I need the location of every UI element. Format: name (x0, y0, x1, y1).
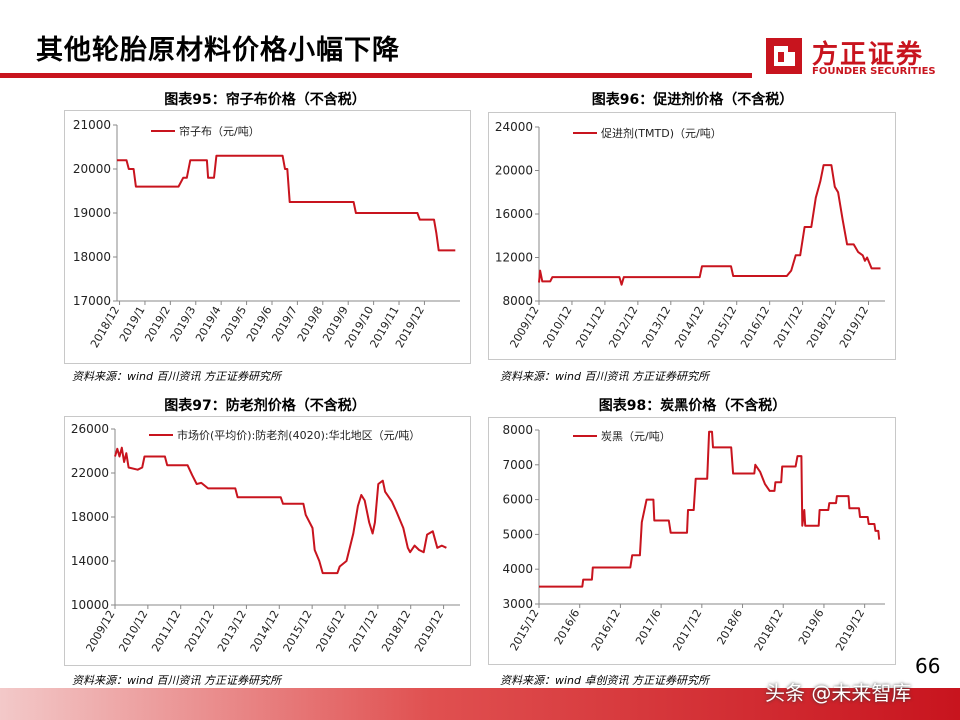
x-tick-label: 2012/12 (182, 608, 216, 654)
x-tick-label: 2018/12 (379, 608, 413, 654)
y-tick-label: 21000 (73, 118, 111, 132)
x-tick-label: 2018/12 (88, 304, 122, 350)
chart-source-accelerator: 资料来源：wind 百川资讯 方正证券研究所 (500, 370, 709, 383)
y-tick-label: 16000 (495, 207, 533, 221)
x-tick-label: 2019/12 (833, 607, 867, 653)
series-line (114, 446, 447, 575)
series-line (539, 430, 881, 588)
x-tick-label: 2016/12 (589, 607, 623, 653)
chart-source-antioxidant: 资料来源：wind 百川资讯 方正证券研究所 (72, 674, 281, 687)
y-tick-label: 7000 (502, 458, 533, 472)
x-tick-label: 2014/12 (672, 304, 706, 350)
watermark: 头条 @未来智库 (765, 681, 912, 705)
chart-title-accelerator: 图表96：促进剂价格（不含税） (591, 92, 794, 108)
series-line (538, 164, 881, 286)
chart-panel-carbon-black: 3000 4000 5000 6000 7000 8000 2015/12 2016/6 201… (488, 417, 896, 665)
page-title: 其他轮胎原材料价格小幅下降 (36, 35, 400, 66)
legend-label: 促进剂(TMTD)（元/吨） (601, 126, 722, 140)
footer-bar (0, 688, 960, 720)
y-tick-label: 22000 (71, 466, 109, 480)
x-tick-label: 2009/12 (507, 304, 541, 350)
x-tick-label: 2011/12 (573, 304, 607, 350)
chart-panel-accelerator: 8000 12000 16000 20000 24000 2009/12 2010/12 20… (488, 112, 896, 360)
x-tick-label: 2015/12 (507, 607, 541, 653)
y-tick-label: 18000 (73, 250, 111, 264)
y-tick-label: 17000 (73, 294, 111, 308)
title-divider (0, 73, 752, 78)
legend-label: 市场价(平均价):防老剂(4020):华北地区（元/吨） (177, 428, 420, 442)
y-tick-label: 3000 (502, 597, 533, 611)
x-tick-label: 2010/12 (540, 304, 574, 350)
x-tick-label: 2016/6 (552, 607, 583, 647)
x-tick-label: 2016/12 (738, 304, 772, 350)
series-line (117, 154, 456, 252)
y-tick-label: 6000 (502, 493, 533, 507)
x-tick-label: 2018/6 (715, 607, 746, 647)
x-tick-label: 2019/6 (796, 607, 827, 647)
x-tick-label: 2011/12 (149, 608, 183, 654)
accelerator-price-chart: 8000120001600020000240002009/122010/1220… (495, 120, 885, 350)
logo-text: 方正证券 (812, 40, 925, 70)
x-tick-label: 2013/12 (215, 608, 249, 654)
y-tick-label: 26000 (71, 422, 109, 436)
y-tick-label: 12000 (495, 251, 533, 265)
y-tick-label: 14000 (71, 554, 109, 568)
chart-source-cord-fabric: 资料来源：wind 百川资讯 方正证券研究所 (72, 370, 281, 383)
x-tick-label: 2019/12 (837, 304, 871, 350)
y-tick-label: 20000 (73, 162, 111, 176)
page-number: 66 (915, 654, 941, 678)
chart-panel-antioxidant: 10000 14000 18000 22000 26000 2009/12 2010/12 2… (64, 416, 471, 666)
legend-label: 帘子布（元/吨） (179, 124, 260, 138)
x-tick-label: 2013/12 (639, 304, 673, 350)
x-tick-label: 2016/12 (313, 608, 347, 654)
y-tick-label: 5000 (502, 527, 533, 541)
y-tick-label: 8000 (502, 423, 533, 437)
x-tick-label: 2018/12 (804, 304, 838, 350)
logo-subtext: FOUNDER SECURITIES (812, 66, 936, 77)
x-tick-label: 2019/12 (412, 608, 446, 654)
y-tick-label: 10000 (71, 598, 109, 612)
chart-source-carbon-black: 资料来源：wind 卓创资讯 方正证券研究所 (500, 674, 709, 687)
antioxidant-price-chart: 10000140001800022000260002009/122010/122… (71, 422, 460, 654)
y-tick-label: 18000 (71, 510, 109, 524)
x-tick-label: 2017/12 (670, 607, 704, 653)
cord-fabric-price-chart: 17000180001900020000210002018/122019/120… (73, 118, 460, 350)
x-tick-label: 2014/12 (248, 608, 282, 654)
chart-title-carbon-black: 图表98：炭黑价格（不含税） (598, 398, 787, 414)
chart-panel-cord-fabric: 17000 18000 19000 20000 21000 2018/12 2019/1 20… (64, 110, 471, 364)
x-tick-label: 2017/12 (346, 608, 380, 654)
y-tick-label: 4000 (502, 562, 533, 576)
y-tick-label: 19000 (73, 206, 111, 220)
founder-logo-icon (766, 38, 802, 74)
y-tick-label: 24000 (495, 120, 533, 134)
x-tick-label: 2012/12 (606, 304, 640, 350)
x-tick-label: 2015/12 (281, 608, 315, 654)
x-tick-label: 2017/6 (633, 607, 664, 647)
x-tick-label: 2009/12 (83, 608, 117, 654)
chart-title-antioxidant: 图表97：防老剂价格（不含税） (164, 398, 366, 414)
x-tick-label: 2018/12 (752, 607, 786, 653)
y-tick-label: 20000 (495, 164, 533, 178)
y-tick-label: 8000 (502, 294, 533, 308)
x-tick-label: 2017/12 (771, 304, 805, 350)
chart-title-cord-fabric: 图表95：帘子布价格（不含税） (164, 92, 366, 108)
x-tick-label: 2015/12 (705, 304, 739, 350)
legend-label: 炭黑（元/吨） (601, 430, 671, 443)
x-tick-label: 2010/12 (116, 608, 150, 654)
